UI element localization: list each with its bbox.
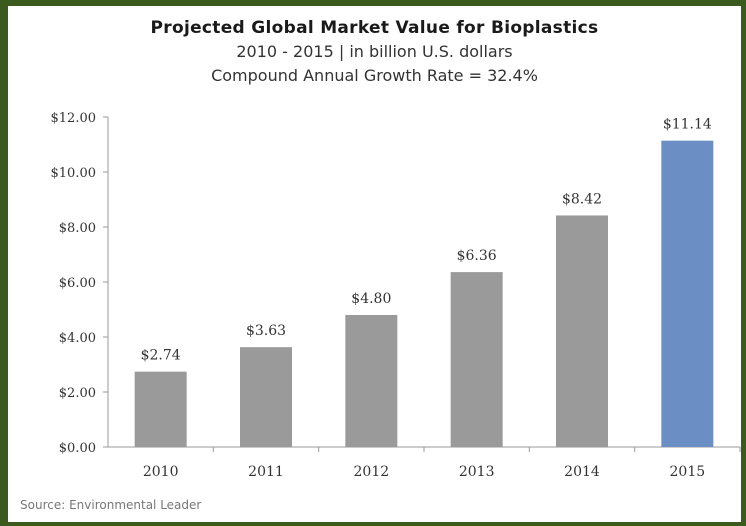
- y-tick-label: $8.00: [59, 221, 96, 236]
- data-label: $8.42: [562, 191, 602, 207]
- bar: [661, 140, 714, 447]
- y-tick-label: $0.00: [59, 441, 96, 456]
- x-tick-label: 2012: [354, 464, 390, 480]
- x-tick-label: 2011: [248, 464, 284, 480]
- bar: [240, 347, 292, 447]
- y-tick-label: $12.00: [51, 111, 97, 126]
- data-label: $4.80: [351, 291, 391, 307]
- y-tick-label: $6.00: [59, 276, 96, 291]
- chart-title: Projected Global Market Value for Biopla…: [150, 18, 599, 38]
- x-tick-label: 2010: [143, 464, 179, 480]
- data-label: $2.74: [141, 348, 181, 364]
- bar: [556, 215, 608, 447]
- x-tick-label: 2013: [459, 464, 495, 480]
- bar: [345, 315, 398, 447]
- y-tick-label: $4.00: [59, 331, 96, 346]
- data-label: $11.14: [663, 117, 712, 133]
- chart-subtitle: 2010 - 2015 | in billion U.S. dollars: [236, 42, 513, 61]
- chart-frame: Projected Global Market Value for Biopla…: [8, 6, 741, 522]
- source-note: Source: Environmental Leader: [20, 498, 202, 512]
- x-tick-label: 2015: [670, 464, 706, 480]
- y-tick-label: $2.00: [59, 386, 96, 401]
- data-label: $6.36: [457, 248, 497, 264]
- chart-subtitle-growth-rate: Compound Annual Growth Rate = 32.4%: [211, 66, 538, 85]
- y-tick-label: $10.00: [51, 166, 97, 181]
- bar: [450, 272, 503, 447]
- data-label: $3.63: [246, 323, 286, 339]
- bar-chart: $0.00 $2.00 $4.00 $6.00 $8.00 $10.00 $12.00 201…: [51, 111, 741, 480]
- x-tick-label: 2014: [564, 464, 600, 480]
- bar: [134, 371, 187, 447]
